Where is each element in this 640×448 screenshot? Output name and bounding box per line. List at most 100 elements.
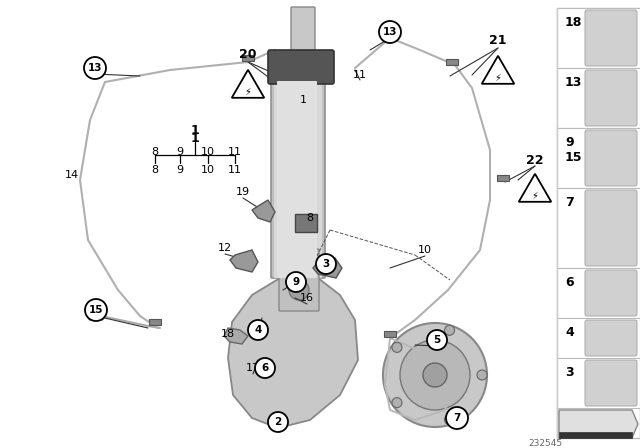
Text: 9: 9: [177, 147, 184, 157]
Polygon shape: [559, 432, 632, 438]
Text: 14: 14: [65, 170, 79, 180]
FancyBboxPatch shape: [557, 358, 640, 408]
Text: 3: 3: [323, 259, 330, 269]
Circle shape: [84, 57, 106, 79]
Text: 1: 1: [191, 132, 200, 145]
FancyBboxPatch shape: [557, 8, 640, 68]
Circle shape: [383, 323, 487, 427]
Circle shape: [248, 320, 268, 340]
FancyBboxPatch shape: [585, 360, 637, 406]
Text: 3: 3: [565, 366, 573, 379]
FancyBboxPatch shape: [279, 249, 319, 311]
Circle shape: [255, 358, 275, 378]
Polygon shape: [559, 410, 638, 438]
FancyBboxPatch shape: [585, 10, 637, 66]
FancyBboxPatch shape: [497, 175, 509, 181]
Text: 7: 7: [565, 196, 573, 209]
FancyBboxPatch shape: [277, 81, 317, 278]
FancyBboxPatch shape: [585, 320, 637, 356]
Polygon shape: [519, 174, 551, 202]
Circle shape: [477, 370, 487, 380]
Text: 22: 22: [526, 154, 544, 167]
FancyBboxPatch shape: [149, 319, 161, 325]
Circle shape: [446, 407, 468, 429]
Text: 6: 6: [565, 276, 573, 289]
FancyBboxPatch shape: [446, 59, 458, 65]
Text: 5: 5: [433, 335, 440, 345]
Text: 11: 11: [353, 70, 367, 80]
FancyBboxPatch shape: [274, 81, 322, 278]
Text: 4: 4: [254, 325, 262, 335]
Circle shape: [316, 254, 336, 274]
Circle shape: [281, 272, 317, 308]
Polygon shape: [313, 258, 342, 278]
Text: 8: 8: [307, 213, 314, 223]
Polygon shape: [232, 70, 264, 98]
FancyBboxPatch shape: [89, 310, 103, 320]
Text: 15: 15: [89, 305, 103, 315]
Text: 10: 10: [418, 245, 432, 255]
FancyBboxPatch shape: [557, 128, 640, 188]
Circle shape: [445, 325, 454, 335]
Text: 7: 7: [453, 413, 461, 423]
Text: 13: 13: [383, 27, 397, 37]
Circle shape: [268, 412, 288, 432]
Text: 11: 11: [228, 147, 242, 157]
Text: 18: 18: [565, 16, 582, 29]
Circle shape: [286, 272, 306, 292]
FancyBboxPatch shape: [585, 270, 637, 316]
FancyBboxPatch shape: [557, 68, 640, 128]
FancyBboxPatch shape: [268, 50, 334, 84]
FancyBboxPatch shape: [291, 7, 315, 61]
Circle shape: [392, 398, 402, 408]
Text: 9
15: 9 15: [565, 136, 582, 164]
Polygon shape: [224, 328, 248, 344]
FancyBboxPatch shape: [242, 55, 254, 61]
FancyBboxPatch shape: [557, 188, 640, 268]
Circle shape: [85, 299, 107, 321]
Polygon shape: [230, 250, 258, 272]
Polygon shape: [252, 200, 275, 222]
Text: 1: 1: [300, 95, 307, 105]
FancyBboxPatch shape: [585, 190, 637, 266]
Text: 2: 2: [275, 417, 282, 427]
Text: 17: 17: [246, 363, 260, 373]
Text: 232545: 232545: [528, 439, 562, 448]
Text: 20: 20: [239, 48, 257, 61]
Polygon shape: [228, 278, 358, 428]
Circle shape: [289, 280, 309, 300]
Text: ⚡: ⚡: [244, 87, 252, 97]
Polygon shape: [482, 56, 515, 84]
FancyBboxPatch shape: [271, 81, 325, 278]
FancyBboxPatch shape: [585, 130, 637, 186]
Text: 18: 18: [221, 329, 235, 339]
Text: 21: 21: [489, 34, 507, 47]
Text: 1: 1: [191, 124, 200, 137]
FancyBboxPatch shape: [384, 331, 396, 337]
Circle shape: [445, 415, 454, 425]
Text: 16: 16: [300, 293, 314, 303]
Text: 8: 8: [152, 165, 159, 175]
FancyBboxPatch shape: [557, 318, 640, 358]
Circle shape: [400, 340, 470, 410]
Text: 10: 10: [201, 147, 215, 157]
Text: 10: 10: [201, 165, 215, 175]
Circle shape: [427, 330, 447, 350]
FancyBboxPatch shape: [557, 8, 640, 438]
Circle shape: [392, 342, 402, 353]
Text: ⚡: ⚡: [532, 191, 538, 201]
Circle shape: [423, 363, 447, 387]
Text: 12: 12: [218, 243, 232, 253]
Text: 13: 13: [565, 76, 582, 89]
Text: 13: 13: [88, 63, 102, 73]
Text: 9: 9: [292, 277, 300, 287]
Text: ⚡: ⚡: [495, 73, 501, 83]
FancyBboxPatch shape: [585, 70, 637, 126]
Circle shape: [379, 21, 401, 43]
Text: 19: 19: [236, 187, 250, 197]
FancyBboxPatch shape: [295, 214, 317, 232]
Text: 9: 9: [177, 165, 184, 175]
Text: 4: 4: [565, 326, 573, 339]
Text: 8: 8: [152, 147, 159, 157]
Text: 11: 11: [228, 165, 242, 175]
